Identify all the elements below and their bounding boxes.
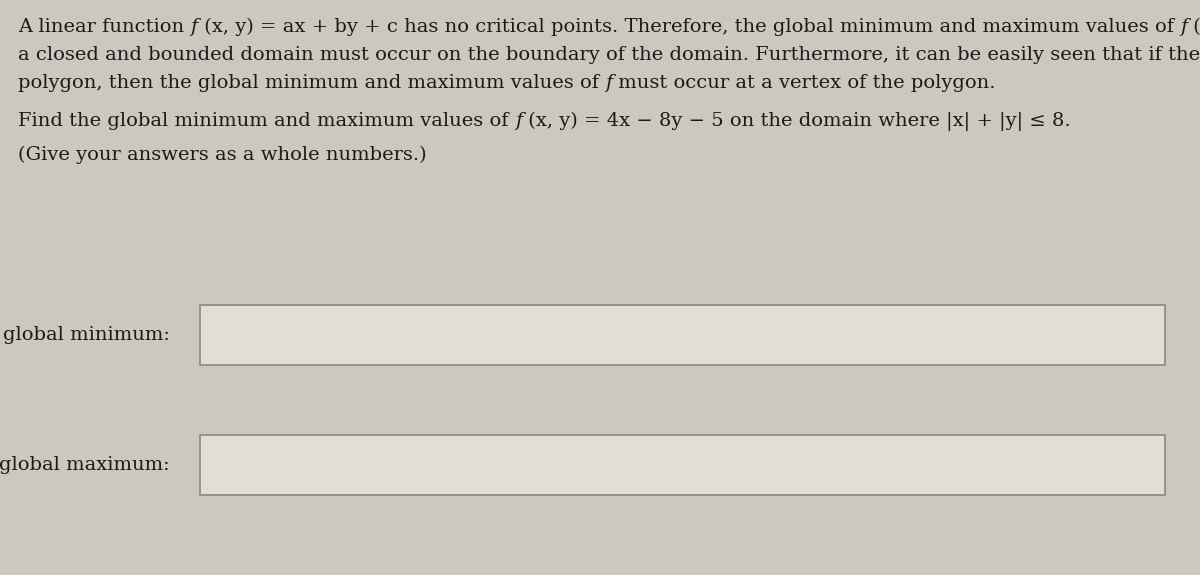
Text: (x, y) on: (x, y) on	[1187, 18, 1200, 36]
Text: polygon, then the global minimum and maximum values of: polygon, then the global minimum and max…	[18, 74, 605, 92]
Text: f: f	[515, 112, 522, 130]
Text: f: f	[1180, 18, 1187, 36]
Text: f: f	[605, 74, 612, 92]
Text: f: f	[191, 18, 198, 36]
Text: (Give your answers as a whole numbers.): (Give your answers as a whole numbers.)	[18, 145, 427, 164]
Text: must occur at a vertex of the polygon.: must occur at a vertex of the polygon.	[612, 74, 996, 92]
Bar	[200, 305, 1165, 365]
Text: (x, y) = ax + by + c has no critical points. Therefore, the global minimum and m: (x, y) = ax + by + c has no critical poi…	[198, 18, 1180, 36]
Text: Find the global minimum and maximum values of: Find the global minimum and maximum valu…	[18, 112, 515, 130]
Text: A linear function: A linear function	[18, 18, 191, 36]
Text: global minimum:: global minimum:	[4, 326, 170, 344]
Text: (x, y) = 4x − 8y − 5 on the domain where |x| + |y| ≤ 8.: (x, y) = 4x − 8y − 5 on the domain where…	[522, 112, 1070, 131]
Bar	[200, 435, 1165, 495]
Text: global maximum:: global maximum:	[0, 456, 170, 474]
Text: a closed and bounded domain must occur on the boundary of the domain. Furthermor: a closed and bounded domain must occur o…	[18, 46, 1200, 64]
